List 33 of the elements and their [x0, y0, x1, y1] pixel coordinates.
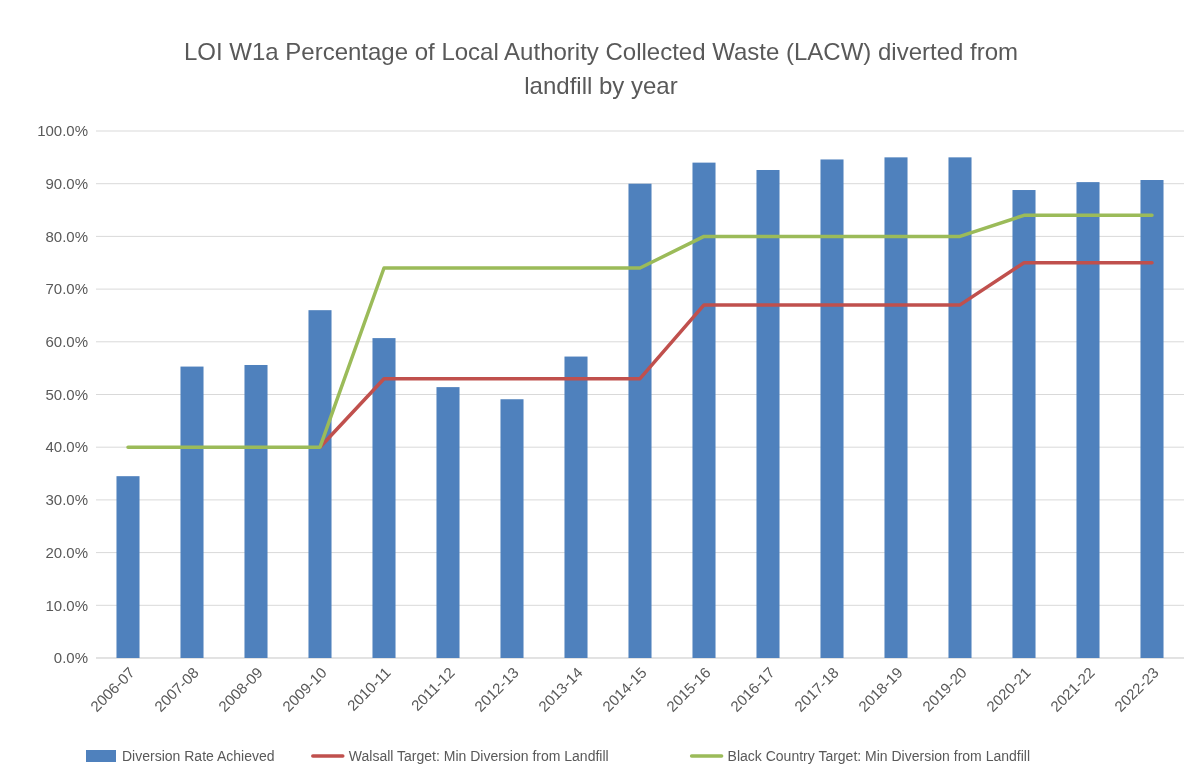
bar: [692, 162, 716, 658]
y-tick-label: 0.0%: [53, 649, 88, 667]
bar: [244, 364, 268, 658]
bar: [500, 399, 524, 658]
bar: [628, 183, 652, 658]
legend-label: Diversion Rate Achieved: [122, 747, 275, 764]
y-tick-label: 80.0%: [45, 227, 88, 245]
bar: [564, 356, 588, 658]
bar: [372, 338, 396, 658]
legend-label: Black Country Target: Min Diversion from Landfill: [727, 747, 1031, 764]
bar: [1140, 180, 1164, 658]
bar: [116, 476, 140, 658]
bar: [884, 157, 908, 658]
bar: [308, 310, 332, 658]
y-tick-label: 10.0%: [45, 596, 88, 614]
y-tick-label: 70.0%: [45, 280, 88, 298]
y-tick-label: 60.0%: [45, 333, 88, 351]
bar: [820, 159, 844, 658]
y-tick-label: 100.0%: [37, 122, 88, 140]
line-series: [126, 213, 1154, 449]
chart-title: LOI W1a Percentage of Local Authority Collected Waste (LACW) diverted from landfill by year: [183, 38, 1019, 99]
y-tick-label: 50.0%: [45, 385, 88, 403]
bar: [756, 170, 780, 658]
bar: [436, 387, 460, 658]
bar: [948, 157, 972, 658]
legend-label: Walsall Target: Min Diversion from Landfill: [348, 747, 609, 764]
y-tick-label: 30.0%: [45, 491, 88, 509]
bar: [180, 366, 204, 658]
bar: [1076, 182, 1100, 658]
bar: [1012, 190, 1036, 658]
y-tick-label: 20.0%: [45, 543, 88, 561]
y-tick-label: 90.0%: [45, 174, 88, 192]
y-tick-label: 40.0%: [45, 438, 88, 456]
